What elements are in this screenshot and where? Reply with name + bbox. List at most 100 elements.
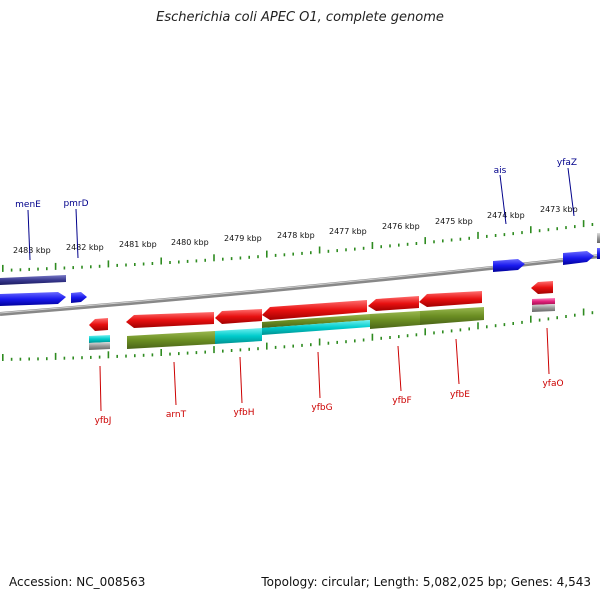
ruler-major-tick: [2, 354, 4, 361]
gene-edge-blue[interactable]: [597, 248, 600, 259]
gene-label-yfbG[interactable]: yfbG: [311, 403, 332, 413]
ruler-minor-tick: [274, 253, 277, 257]
ruler-minor-tick: [398, 243, 400, 247]
ruler-minor-tick: [248, 255, 250, 259]
gene-ais[interactable]: [493, 259, 525, 272]
kbp-label: 2477 kbp: [329, 227, 367, 236]
ruler-major-tick: [477, 231, 479, 239]
cog-bar-yfaO[interactable]: [532, 298, 555, 305]
ruler-minor-tick: [28, 357, 30, 361]
ruler-minor-tick: [230, 257, 233, 261]
gene-edge-grey[interactable]: [597, 233, 600, 243]
ruler-minor-tick: [195, 351, 198, 355]
ruler-minor-tick: [442, 330, 444, 334]
ruler-minor-tick: [547, 228, 550, 232]
ruler-minor-tick: [389, 336, 391, 339]
ruler-minor-tick: [327, 249, 330, 253]
gene-yfbG[interactable]: [262, 300, 367, 320]
ruler-minor-tick: [354, 247, 356, 251]
cog-bar-yfbF[interactable]: [370, 311, 420, 329]
gene-label-pmrD[interactable]: pmrD: [63, 199, 88, 209]
gene-label-yfbF[interactable]: yfbF: [392, 396, 411, 406]
reverse-strand-genes: [89, 281, 553, 331]
ruler-minor-tick: [503, 233, 506, 237]
gene-label-yfaO[interactable]: yfaO: [542, 379, 563, 389]
kbp-labels: 2483 kbp 2482 kbp 2481 kbp 2480 kbp 2479…: [13, 205, 578, 255]
ruler-minor-tick: [512, 322, 514, 325]
gene-pmrD[interactable]: [71, 292, 87, 303]
cog-category-bars: [89, 298, 555, 350]
ruler-minor-tick: [556, 227, 558, 231]
ruler-minor-tick: [574, 225, 576, 229]
ruler-major-tick: [477, 322, 479, 330]
ruler-minor-tick: [125, 354, 127, 358]
gene-yfaO[interactable]: [531, 281, 553, 294]
gene-label-ais[interactable]: ais: [494, 166, 507, 176]
gene-label-arnT[interactable]: arnT: [166, 410, 187, 420]
ruler-minor-tick: [116, 263, 118, 267]
ruler-minor-tick: [125, 263, 127, 267]
ruler-minor-tick: [248, 347, 250, 351]
cog-bar-yfbG-bottom[interactable]: [262, 320, 370, 335]
gene-yfbJ[interactable]: [89, 318, 108, 331]
ruler-minor-tick: [486, 325, 488, 329]
ruler-minor-tick: [406, 334, 409, 338]
ruler-minor-tick: [142, 353, 145, 357]
ruler-minor-tick: [494, 234, 497, 237]
gene-yfbH[interactable]: [215, 309, 262, 324]
ruler-minor-tick: [433, 240, 435, 244]
kbp-label: 2473 kbp: [540, 205, 578, 214]
kbp-label: 2475 kbp: [435, 217, 473, 226]
cog-bar-arnT[interactable]: [127, 331, 215, 349]
ruler-minor-tick: [345, 340, 347, 344]
ruler-minor-tick: [380, 336, 382, 340]
cog-bar-yfbJ-2[interactable]: [89, 342, 110, 350]
ruler-major-tick: [266, 250, 268, 258]
gene-label-yfbJ[interactable]: yfbJ: [95, 416, 112, 426]
cog-bar-yfbG-top[interactable]: [262, 314, 370, 328]
gene-label-yfbE[interactable]: yfbE: [450, 390, 470, 400]
label-leaders-reverse: [99, 327, 550, 412]
ruler-minor-tick: [301, 251, 303, 255]
ruler-minor-tick: [415, 242, 418, 245]
ruler-minor-tick: [186, 351, 189, 355]
gene-menE-cog[interactable]: [0, 275, 66, 285]
ruler-minor-tick: [292, 252, 294, 256]
kbp-label: 2476 kbp: [382, 222, 420, 231]
gene-yfaZ[interactable]: [563, 251, 594, 265]
kbp-label: 2483 kbp: [13, 246, 51, 255]
ruler-minor-tick: [257, 347, 259, 351]
gene-arnT[interactable]: [126, 312, 214, 328]
ruler-minor-tick: [63, 356, 66, 360]
ruler-minor-tick: [310, 343, 312, 347]
ruler-minor-tick: [521, 231, 523, 235]
gene-label-menE[interactable]: menE: [15, 200, 41, 210]
ruler-minor-tick: [591, 223, 594, 226]
ruler-minor-tick: [134, 263, 136, 266]
ruler-minor-tick: [63, 266, 66, 270]
gene-menE[interactable]: [0, 292, 66, 306]
cog-bar-yfbE[interactable]: [420, 307, 484, 325]
ruler-minor-tick: [521, 320, 523, 324]
gene-label-yfaZ[interactable]: yfaZ: [557, 158, 577, 168]
cog-bar-yfaO-2[interactable]: [532, 304, 555, 312]
ruler-minor-tick: [406, 242, 409, 246]
inner-scale-ruler: [2, 308, 594, 361]
ruler-minor-tick: [565, 226, 567, 230]
cog-bar-yfbH[interactable]: [215, 328, 262, 344]
ruler-minor-tick: [204, 350, 206, 354]
cog-bar-yfbJ[interactable]: [89, 335, 110, 343]
gene-yfbE[interactable]: [419, 291, 482, 307]
ruler-major-tick: [213, 254, 215, 262]
gene-label-yfbH[interactable]: yfbH: [234, 408, 255, 418]
ruler-major-tick: [107, 260, 110, 268]
gene-yfbF[interactable]: [368, 296, 419, 311]
ruler-major-tick: [160, 349, 162, 356]
ruler-major-tick: [530, 226, 532, 234]
ruler-major-tick: [582, 308, 585, 316]
ruler-minor-tick: [574, 313, 576, 317]
ruler-major-tick: [160, 257, 162, 265]
ruler-major-tick: [54, 352, 57, 360]
kbp-label: 2479 kbp: [224, 234, 262, 243]
ruler-minor-tick: [204, 258, 206, 262]
